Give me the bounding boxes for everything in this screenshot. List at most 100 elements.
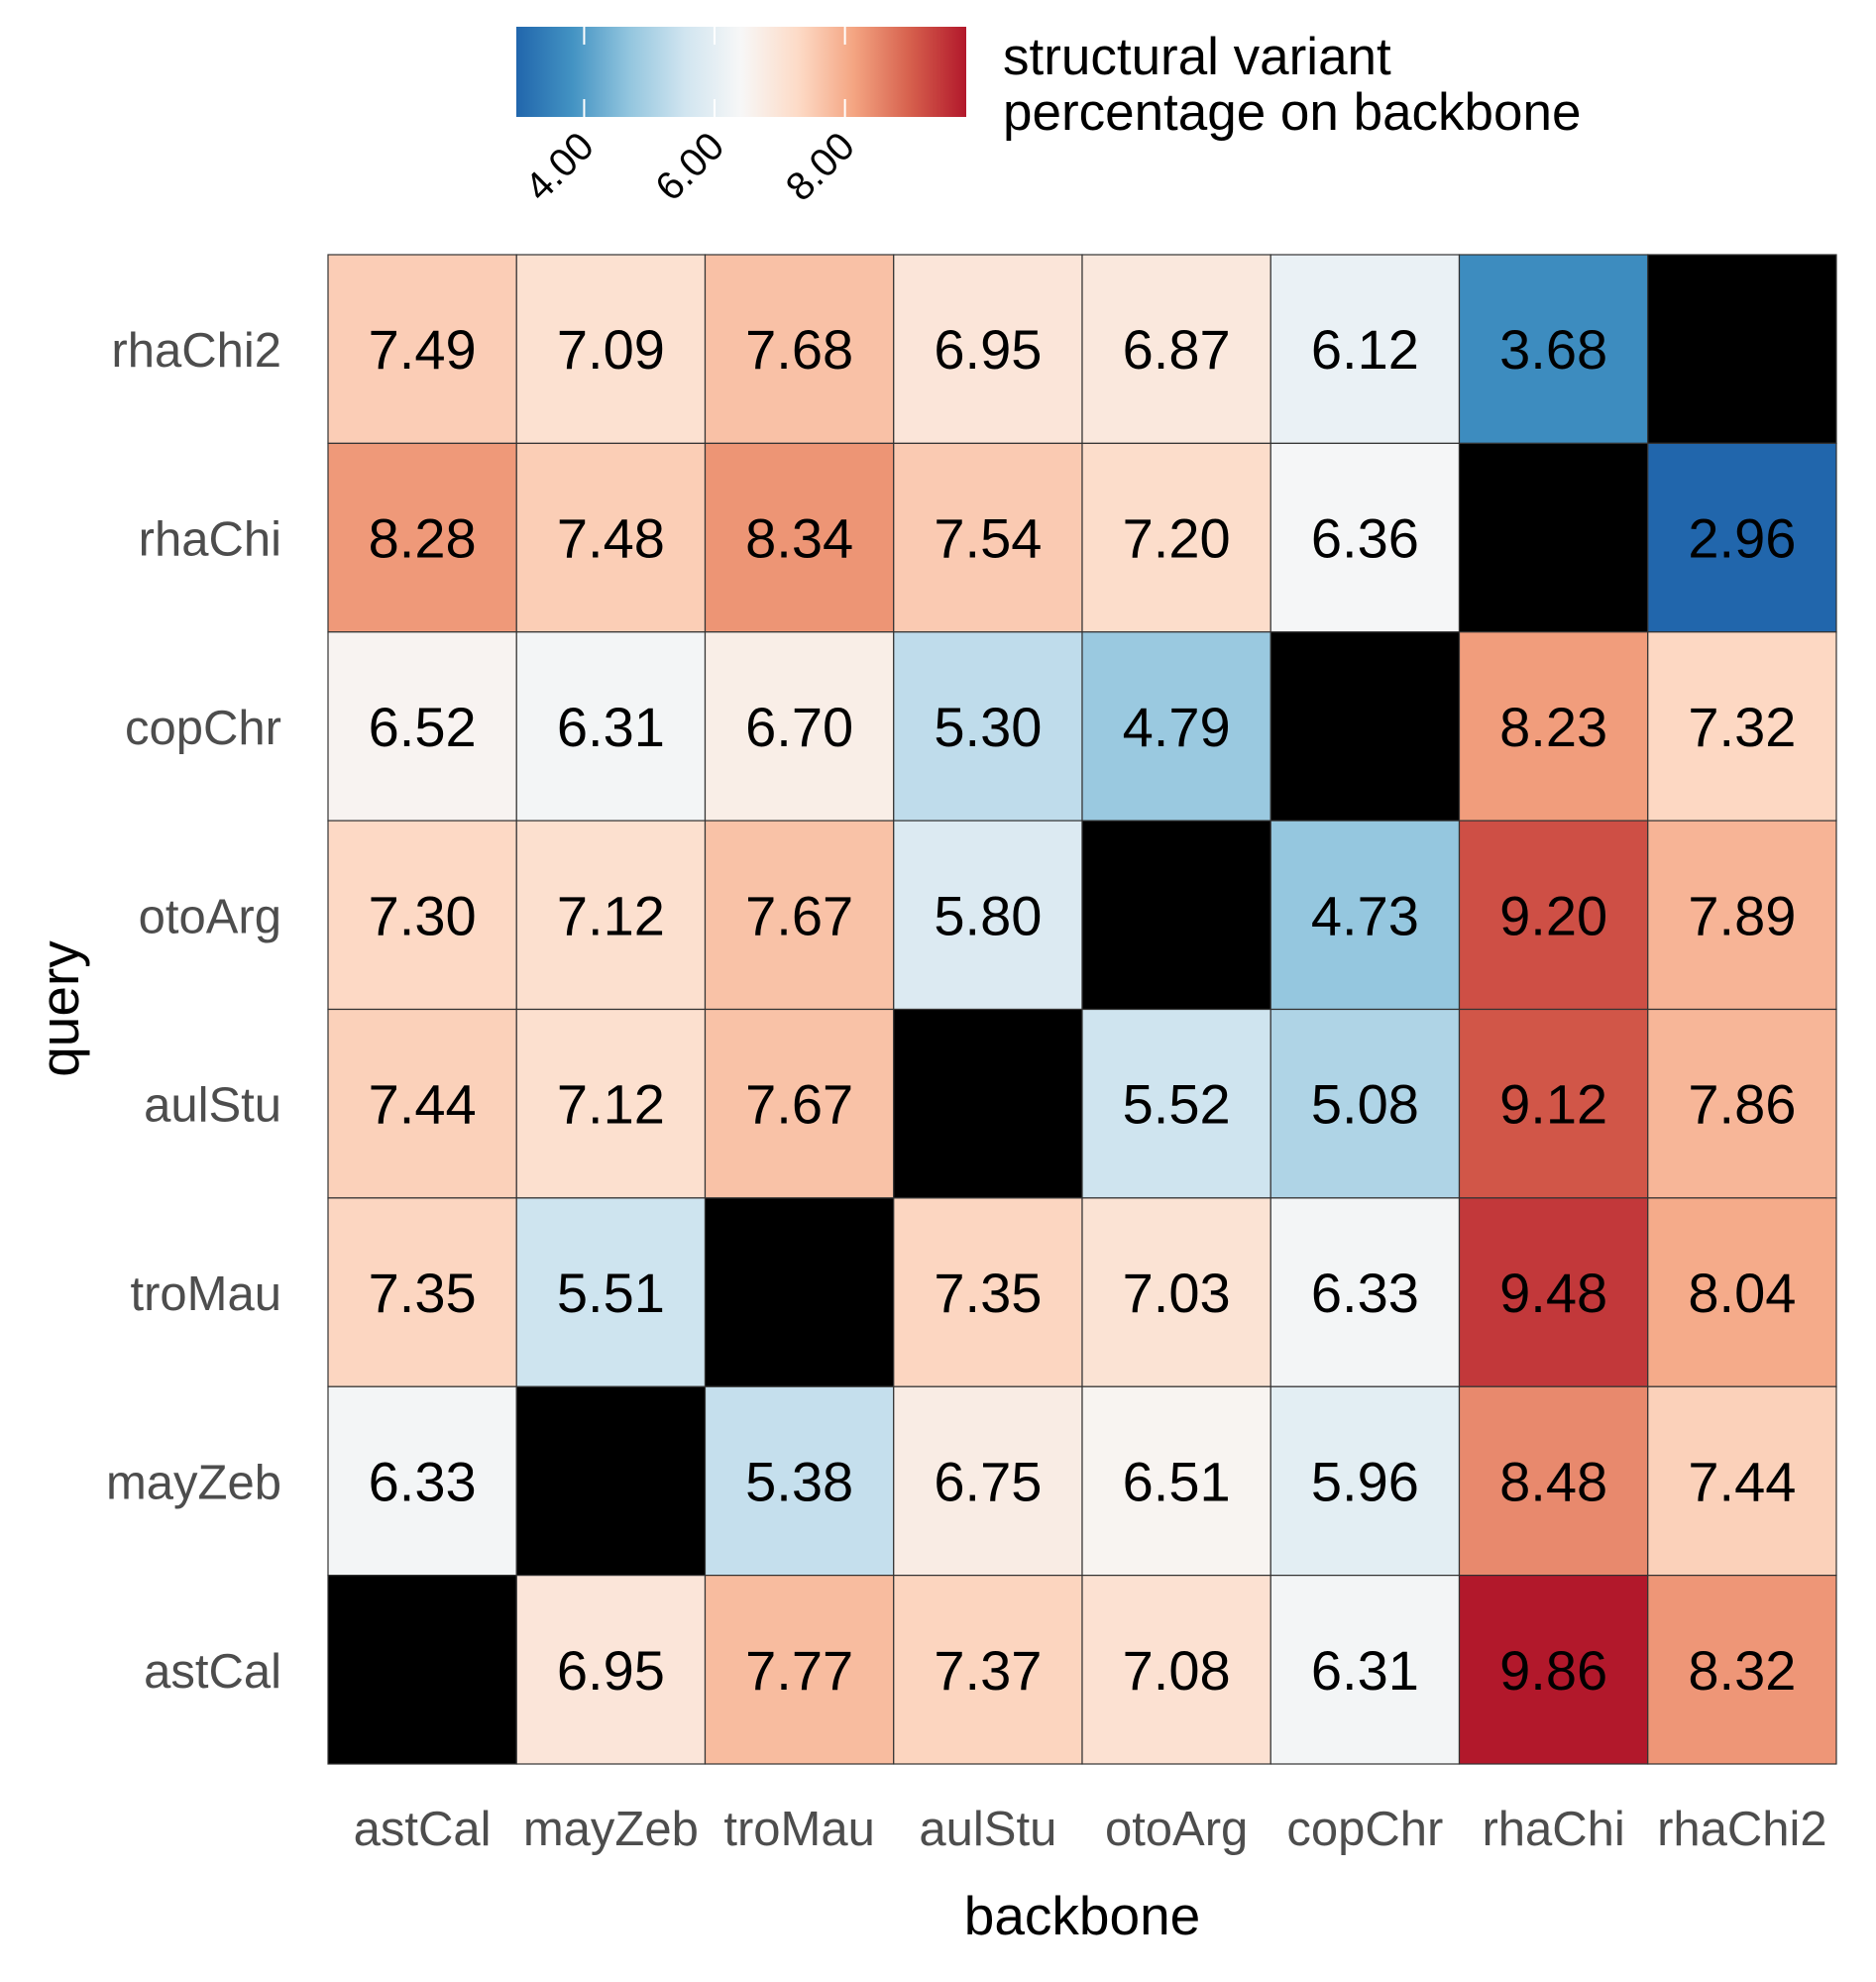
cell-value-label: 7.77 [745, 1639, 853, 1702]
y-axis-tick-labels: rhaChi2 rhaChi copChr otoArg aulStu troMau may… [106, 324, 281, 1699]
heatmap-cell [1647, 1385, 1837, 1577]
heatmap-cell [1081, 1008, 1271, 1199]
cell-value-label: 8.23 [1499, 696, 1607, 758]
cell-value-label: 6.52 [369, 696, 477, 758]
color-legend: 4.00 6.00 8.00 structural variant percenta… [516, 27, 1581, 209]
cell-value-label: 7.48 [557, 507, 665, 570]
y-tick-label: rhaChi [139, 513, 281, 567]
cell-value-label: 8.34 [745, 507, 853, 570]
heatmap-cell [1269, 1385, 1461, 1577]
heatmap-cell [1269, 1008, 1461, 1199]
heatmap-cell [1081, 1385, 1271, 1577]
heatmap-cell [893, 254, 1083, 444]
x-tick-label: copChr [1286, 1803, 1443, 1856]
cell-value-label: 7.89 [1688, 884, 1796, 946]
cell-value-label: 9.20 [1499, 884, 1607, 946]
heatmap-cell [1458, 1197, 1649, 1387]
cell-value-label: 6.36 [1311, 507, 1419, 570]
cell-value-label: 7.32 [1688, 696, 1796, 758]
cell-value-label: 7.44 [369, 1073, 477, 1136]
x-tick-label: otoArg [1105, 1803, 1248, 1856]
cell-value-label: 6.31 [557, 696, 665, 758]
heatmap-cell [515, 820, 707, 1011]
heatmap-cell [1081, 442, 1271, 633]
heatmap-cell [1647, 1008, 1837, 1199]
heatmap-cell [893, 1197, 1083, 1387]
heatmap-cells: 7.49 7.09 7.68 6.95 6.87 6.12 3.68 8.28 7.48 8.34… [327, 254, 1837, 1765]
cell-value-label: 4.79 [1123, 696, 1231, 758]
y-tick-label: copChr [125, 702, 281, 755]
heatmap-cell [1647, 631, 1837, 822]
cell-value-label: 7.20 [1123, 507, 1231, 570]
heatmap-cell-missing [1269, 631, 1461, 822]
heatmap-cell [1458, 254, 1649, 444]
x-tick-label: astCal [354, 1803, 492, 1856]
cell-value-label: 3.68 [1499, 318, 1607, 381]
x-tick-label: mayZeb [523, 1803, 699, 1856]
cell-value-label: 6.70 [745, 696, 853, 758]
heatmap-cell-missing [515, 1385, 707, 1577]
legend-title-line-2: percentage on backbone [1003, 83, 1581, 142]
colorbar-tick-label: 6.00 [647, 124, 732, 209]
heatmap-cell [893, 631, 1083, 822]
x-tick-label: aulStu [919, 1803, 1056, 1856]
heatmap-cell [893, 1575, 1083, 1765]
heatmap-cell [327, 1385, 517, 1577]
cell-value-label: 8.48 [1499, 1450, 1607, 1512]
cell-value-label: 9.12 [1499, 1073, 1607, 1136]
cell-value-label: 6.75 [934, 1450, 1042, 1512]
y-tick-label: otoArg [139, 890, 281, 943]
heatmap-cell [1269, 820, 1461, 1011]
x-axis-tick-labels: astCal mayZeb troMau aulStu otoArg copChr rhaC… [354, 1803, 1827, 1856]
y-tick-label: rhaChi2 [111, 324, 281, 378]
heatmap-cell [327, 631, 517, 822]
cell-value-label: 7.30 [369, 884, 477, 946]
heatmap-cell [893, 1385, 1083, 1577]
heatmap-cell-missing [1647, 254, 1837, 444]
cell-value-label: 7.49 [369, 318, 477, 381]
heatmap-cell-missing [893, 1008, 1083, 1199]
heatmap-cell [704, 1575, 895, 1765]
cell-value-label: 7.44 [1688, 1450, 1796, 1512]
heatmap-cell [704, 254, 895, 444]
colorbar-tick-label: 4.00 [517, 124, 603, 209]
heatmap-cell-missing [1458, 442, 1649, 633]
cell-value-label: 5.52 [1123, 1073, 1231, 1136]
heatmap-cell [1458, 820, 1649, 1011]
y-tick-label: aulStu [144, 1079, 281, 1133]
cell-value-label: 6.12 [1311, 318, 1419, 381]
heatmap-cell [1081, 1575, 1271, 1765]
heatmap-cell [1269, 254, 1461, 444]
heatmap-cell [704, 1385, 895, 1577]
cell-value-label: 8.28 [369, 507, 477, 570]
cell-value-label: 6.51 [1123, 1450, 1231, 1512]
heatmap-cell [1269, 442, 1461, 633]
heatmap-cell [1458, 1008, 1649, 1199]
heatmap-cell [515, 442, 707, 633]
colorbar-tick-label: 8.00 [778, 124, 863, 209]
cell-value-label: 5.08 [1311, 1073, 1419, 1136]
heatmap-cell [1647, 1575, 1837, 1765]
x-tick-label: rhaChi2 [1657, 1803, 1827, 1856]
cell-value-label: 6.33 [369, 1450, 477, 1512]
x-tick-label: troMau [723, 1803, 875, 1856]
cell-value-label: 6.33 [1311, 1262, 1419, 1324]
cell-value-label: 5.38 [745, 1450, 853, 1512]
heatmap-cell [893, 820, 1083, 1011]
heatmap-cell [515, 1575, 707, 1765]
heatmap-cell [1647, 1197, 1837, 1387]
y-tick-label: troMau [130, 1267, 281, 1321]
cell-value-label: 2.96 [1688, 507, 1796, 570]
heatmap-cell [1081, 631, 1271, 822]
colorbar [516, 27, 966, 117]
y-tick-label: mayZeb [106, 1456, 281, 1509]
cell-value-label: 4.73 [1311, 884, 1419, 946]
x-axis-title: backbone [964, 1885, 1201, 1946]
cell-value-label: 7.37 [934, 1639, 1042, 1702]
cell-value-label: 7.09 [557, 318, 665, 381]
cell-value-label: 7.68 [745, 318, 853, 381]
heatmap-cell [704, 442, 895, 633]
heatmap-cell [515, 631, 707, 822]
heatmap-cell [327, 1197, 517, 1387]
